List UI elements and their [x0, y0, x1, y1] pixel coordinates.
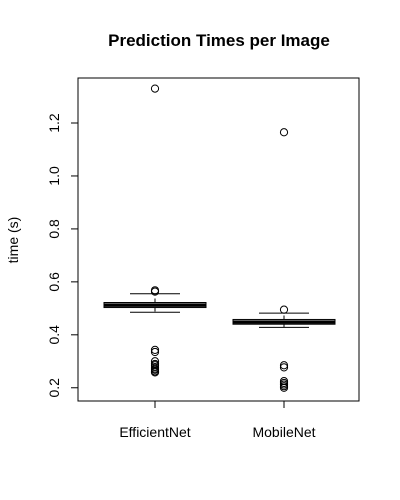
outlier-point [150, 287, 160, 296]
boxes [103, 84, 336, 392]
plot-frame [77, 77, 360, 402]
outlier-point [150, 345, 160, 355]
x-tick-label: EfficientNet [119, 424, 190, 440]
y-tick-label: 0.4 [46, 325, 62, 345]
chart-title: Prediction Times per Image [108, 31, 330, 50]
outlier-point [279, 383, 289, 392]
outlier-point [150, 84, 160, 93]
outlier-point [150, 347, 160, 357]
outlier-point [279, 128, 289, 137]
outlier-point [279, 305, 289, 314]
y-axis: 0.2 0.4 0.6 0.8 1.0 1.2 [46, 113, 79, 398]
box-mobilenet [232, 128, 336, 392]
x-axis: EfficientNet MobileNet [119, 401, 316, 440]
y-tick-label: 0.6 [46, 272, 62, 292]
outlier-point [279, 363, 289, 372]
box-efficientnet [103, 84, 207, 377]
y-tick-label: 1.2 [46, 113, 62, 133]
x-tick-label: MobileNet [252, 424, 315, 440]
y-axis-label: time (s) [5, 217, 21, 264]
outlier-point [150, 368, 160, 377]
y-tick-label: 0.8 [46, 219, 62, 239]
y-tick-label: 1.0 [46, 166, 62, 186]
outlier-point [279, 361, 289, 370]
y-tick-label: 0.2 [46, 378, 62, 398]
